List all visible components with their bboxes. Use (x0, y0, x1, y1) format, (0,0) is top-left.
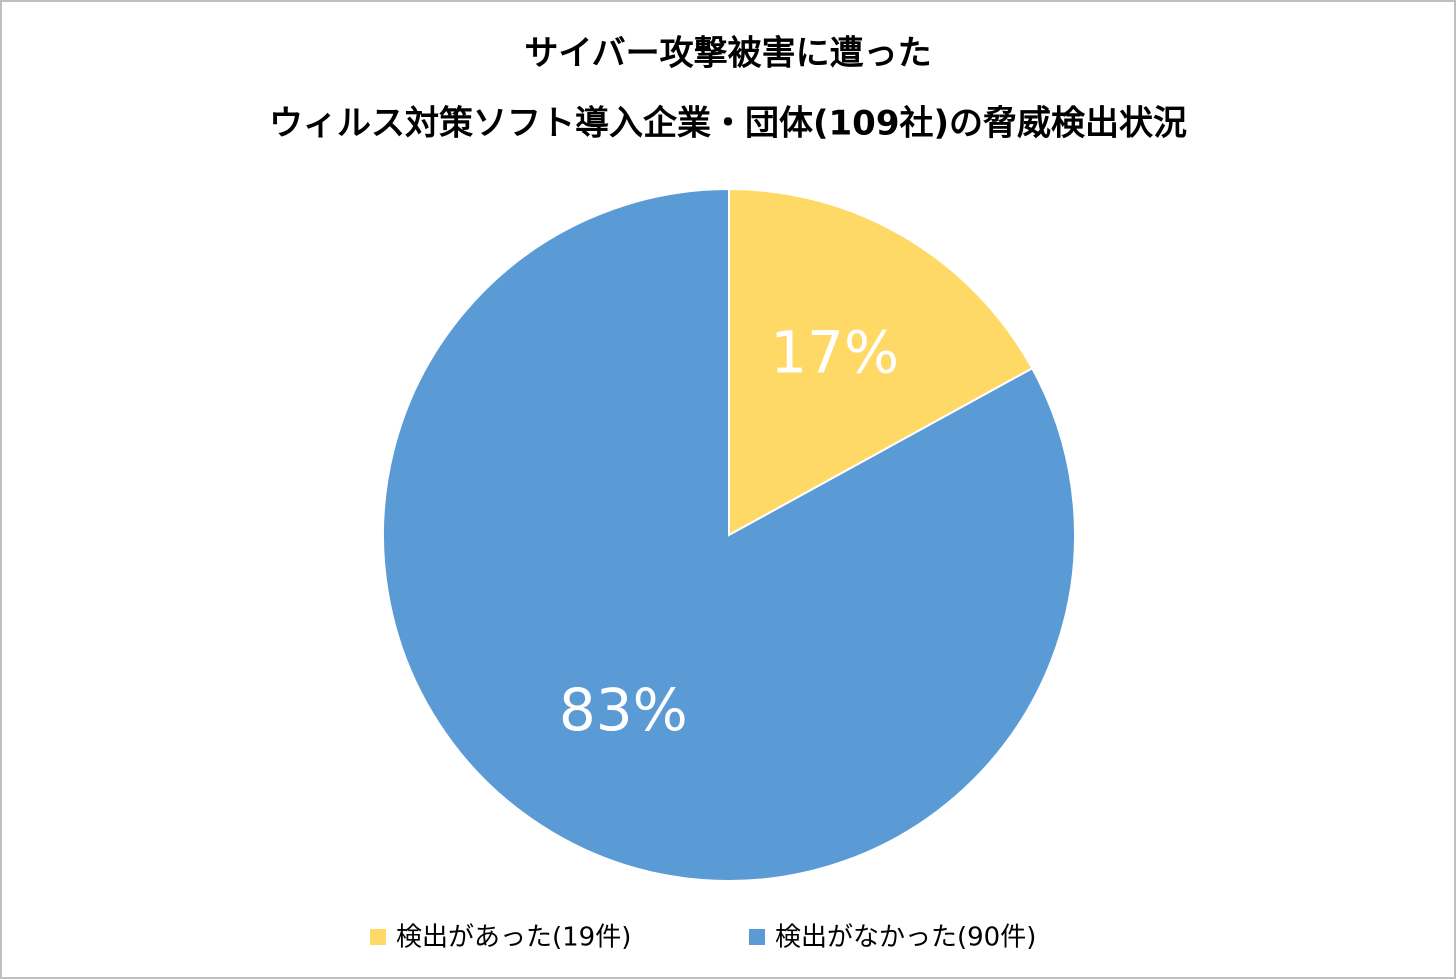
data-label: 83% (559, 676, 688, 744)
legend-swatch (370, 929, 386, 945)
chart-title: サイバー攻撃被害に遭った (524, 34, 931, 74)
pie-slice (382, 187, 1076, 882)
data-label: 17% (770, 318, 899, 386)
legend-swatch (749, 929, 765, 945)
legend-label: 検出があった(19件) (396, 923, 631, 953)
pie-slice (728, 187, 1034, 537)
legend-label: 検出がなかった(90件) (775, 923, 1036, 953)
chart-title: ウィルス対策ソフト導入企業・団体(109社)の脅威検出状況 (269, 104, 1187, 144)
